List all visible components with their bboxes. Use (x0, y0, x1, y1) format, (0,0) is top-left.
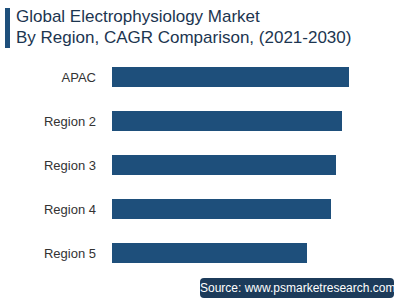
html-text:Global Electrophysiology Marke: Global Electrophysiology Market (16, 7, 260, 26)
svg-text:APAC: APAC (62, 70, 96, 85)
svg-text:Region 2: Region 2 (44, 114, 96, 129)
svg-text:Region 5: Region 5 (44, 246, 96, 261)
svg-text:Region 3: Region 3 (44, 158, 96, 173)
svg-text:Region 4: Region 4 (44, 202, 96, 217)
html-text:Source: www.psmarketresearch.c: Source: www.psmarketresearch.com (200, 281, 396, 295)
html-text:By Region, CAGR Comparison, (2: By Region, CAGR Comparison, (2021-2030) (16, 28, 352, 47)
